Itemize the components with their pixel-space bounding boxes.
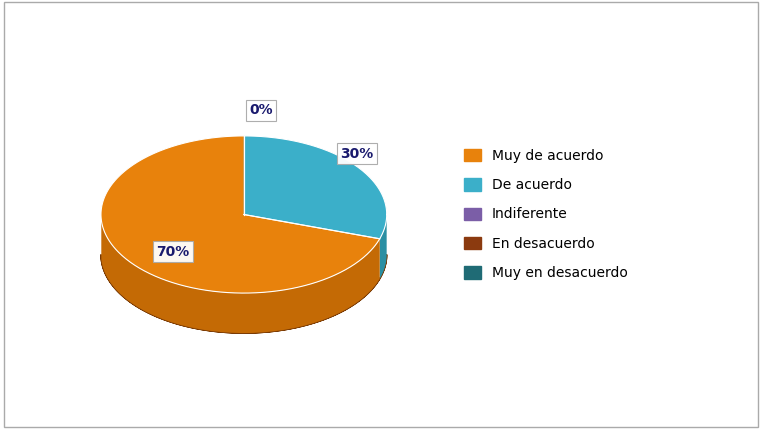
Polygon shape: [101, 220, 379, 333]
Text: 30%: 30%: [341, 147, 373, 161]
Text: 0%: 0%: [249, 103, 273, 117]
Legend: Muy de acuerdo, De acuerdo, Indiferente, En desacuerdo, Muy en desacuerdo: Muy de acuerdo, De acuerdo, Indiferente,…: [464, 149, 628, 280]
Polygon shape: [101, 136, 379, 293]
Polygon shape: [244, 136, 386, 239]
Polygon shape: [101, 254, 387, 333]
Polygon shape: [379, 217, 386, 279]
Text: 70%: 70%: [156, 245, 190, 259]
